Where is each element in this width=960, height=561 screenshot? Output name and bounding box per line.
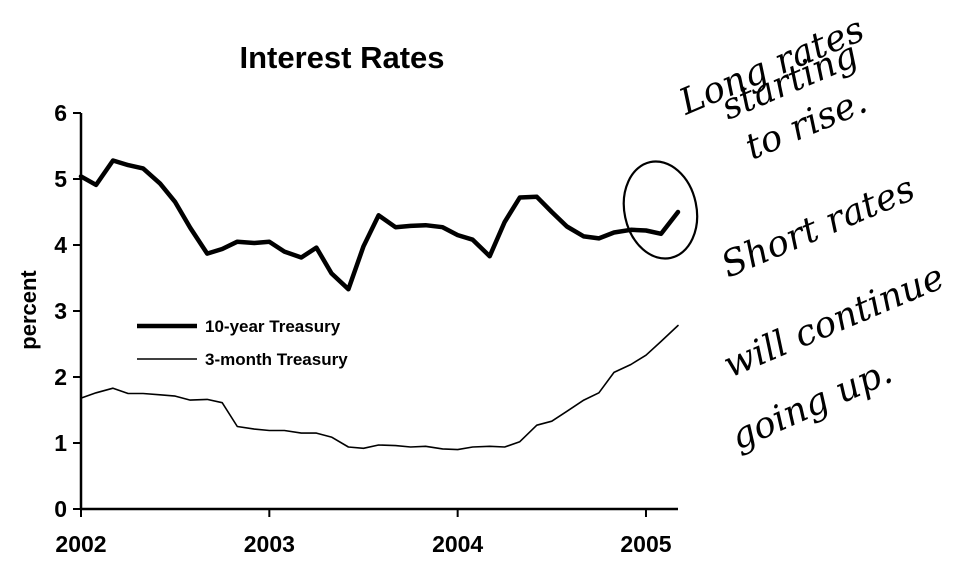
series-line-10-year-treasury: [78, 158, 681, 292]
axes: [73, 112, 678, 517]
y-tick-label: 2: [54, 364, 67, 390]
y-tick-label: 6: [54, 100, 67, 126]
x-tick-label: 2003: [244, 531, 295, 557]
y-tick-label: 4: [54, 232, 67, 258]
y-tick-label: 1: [54, 430, 67, 456]
series-line-3-month-treasury: [80, 324, 679, 451]
handwritten-note-line: Short rates: [715, 168, 920, 286]
y-tick-label: 5: [54, 166, 67, 192]
tick-labels: 0 1 2 3 4 5 6 2002 2003 2004 2005: [54, 100, 672, 557]
legend-label: 3-month Treasury: [205, 350, 348, 369]
x-tick-label: 2004: [432, 531, 483, 557]
handwritten-circle: [622, 160, 699, 260]
x-tick-label: 2002: [55, 531, 106, 557]
series-lines: [78, 158, 681, 451]
y-axis-label: percent: [16, 270, 41, 350]
y-tick-label: 0: [54, 496, 67, 522]
chart-title: Interest Rates: [239, 40, 444, 75]
legend: 10-year Treasury 3-month Treasury: [137, 317, 348, 369]
y-tick-label: 3: [54, 298, 67, 324]
x-tick-label: 2005: [620, 531, 671, 557]
legend-label: 10-year Treasury: [205, 317, 341, 336]
